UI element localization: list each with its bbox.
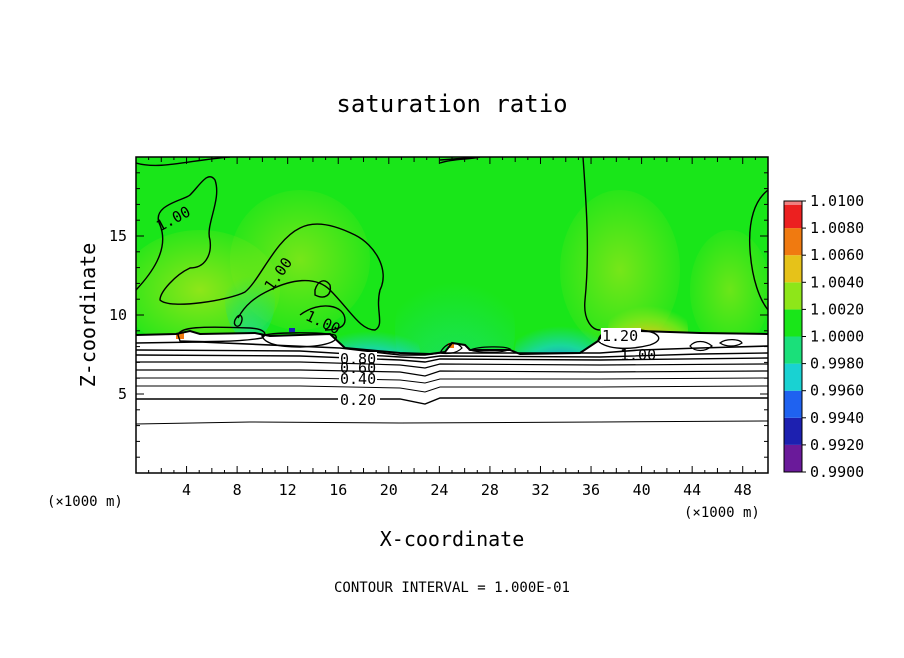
colorbar-swatch xyxy=(784,228,802,256)
colorbar-swatch xyxy=(784,309,802,337)
colorbar-label: 0.9920 xyxy=(810,436,864,454)
lower-white-region xyxy=(136,331,768,473)
colorbar-swatch xyxy=(784,255,802,283)
colorbar-label: 0.9940 xyxy=(810,409,864,427)
y-axis-ticks: 5 10 15 xyxy=(109,172,768,458)
y-tick-label: 5 xyxy=(118,385,127,403)
colorbar-swatch xyxy=(784,201,802,229)
y-tick-label: 10 xyxy=(109,306,127,324)
x-tick-label: 12 xyxy=(279,481,297,499)
colorbar-label: 1.0080 xyxy=(810,219,864,237)
colorbar-label: 0.9960 xyxy=(810,382,864,400)
colorbar-swatch xyxy=(784,363,802,391)
x-tick-label: 4 xyxy=(182,481,191,499)
colorbar-swatch xyxy=(784,336,802,364)
x-tick-label: 8 xyxy=(233,481,242,499)
colorbar-label: 1.0040 xyxy=(810,273,864,291)
contour-label: 1.20 xyxy=(602,327,638,345)
chart-title: saturation ratio xyxy=(336,90,567,118)
x-tick-label: 32 xyxy=(531,481,549,499)
contour-label: 0.20 xyxy=(340,391,376,409)
lime-region xyxy=(690,230,768,350)
colorbar-label: 1.0100 xyxy=(810,192,864,210)
x-axis-title: X-coordinate xyxy=(380,527,525,551)
contour-interval-note: CONTOUR INTERVAL = 1.000E-01 xyxy=(334,580,570,596)
x-tick-label: 28 xyxy=(481,481,499,499)
cyan-region xyxy=(225,260,275,340)
colorbar-label: 1.0000 xyxy=(810,328,864,346)
contour-label: 0.80 xyxy=(340,350,376,368)
colorbar-label: 1.0060 xyxy=(810,246,864,264)
y-axis-title: Z-coordinate xyxy=(76,243,100,388)
spot xyxy=(289,328,295,332)
x-tick-label: 48 xyxy=(734,481,752,499)
colorbar-swatch xyxy=(784,417,802,445)
y-tick-label: 15 xyxy=(109,227,127,245)
z-unit-label: (×1000 m) xyxy=(47,494,123,510)
spot xyxy=(176,333,184,339)
colorbar-swatch xyxy=(784,390,802,418)
x-tick-label: 20 xyxy=(380,481,398,499)
x-axis-ticks: 4 8 12 16 20 24 28 32 36 40 44 48 xyxy=(148,157,756,499)
x-tick-label: 24 xyxy=(430,481,448,499)
x-tick-label: 36 xyxy=(582,481,600,499)
heatmap-field: 1.00 1.00 1.00 1.20 1.00 0.80 0.60 0.40 … xyxy=(136,157,768,473)
x-tick-label: 40 xyxy=(633,481,651,499)
contour-label: 1.00 xyxy=(620,346,656,364)
contour-label: 0.40 xyxy=(340,370,376,388)
colorbar-swatch xyxy=(784,444,802,472)
colorbar-label: 1.0020 xyxy=(810,300,864,318)
colorbar-label: 0.9980 xyxy=(810,355,864,373)
colorbar-label: 0.9900 xyxy=(810,463,864,481)
colorbar-swatch xyxy=(784,282,802,310)
colorbar-swatch xyxy=(784,201,802,205)
x-unit-label: (×1000 m) xyxy=(684,505,760,521)
colorbar: 0.9900 0.9920 0.9940 0.9960 0.9980 1.0000 1.00… xyxy=(783,192,864,481)
x-tick-label: 16 xyxy=(329,481,347,499)
contour-label: 0.60 xyxy=(340,359,376,377)
x-tick-label: 44 xyxy=(683,481,701,499)
